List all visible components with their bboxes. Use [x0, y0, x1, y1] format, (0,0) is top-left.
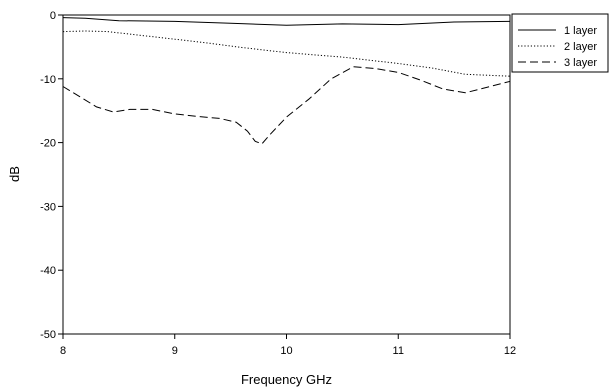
- legend-label-3: 3 layer: [564, 57, 597, 69]
- x-tick-label: 10: [280, 345, 292, 357]
- series-layer: [62, 17, 511, 145]
- legend-label-1: 1 layer: [564, 25, 597, 37]
- series-line-3: [62, 66, 511, 145]
- plot-area: [62, 14, 511, 335]
- y-axis-label: dB: [7, 166, 22, 182]
- y-tick-label: -30: [40, 201, 56, 213]
- legend: 1 layer 2 layer 3 layer: [511, 13, 609, 73]
- x-tick-label: 8: [60, 345, 66, 357]
- x-tick-label: 9: [172, 345, 178, 357]
- y-tick-label: -10: [40, 74, 56, 86]
- y-tick-label: -50: [40, 329, 56, 341]
- x-tick-label: 12: [504, 345, 516, 357]
- series-line-1: [62, 17, 511, 26]
- y-tick-label: -40: [40, 265, 56, 277]
- series-line-2: [62, 30, 511, 77]
- legend-box: [511, 13, 609, 73]
- x-axis: 8 9 10 11 12: [60, 334, 516, 357]
- y-tick-label: 0: [50, 10, 56, 22]
- y-tick-label: -20: [40, 138, 56, 150]
- x-axis-label: Frequency GHz: [241, 372, 332, 387]
- legend-label-2: 2 layer: [564, 41, 597, 53]
- x-tick-label: 11: [393, 345, 404, 357]
- y-axis: 0 -10 -20 -30 -40 -50: [40, 10, 63, 341]
